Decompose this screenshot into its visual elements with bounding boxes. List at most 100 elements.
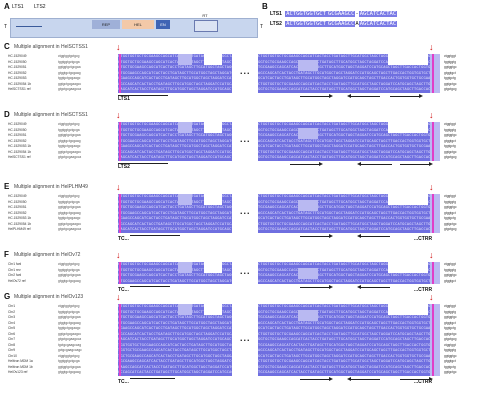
panel-g-hairpin-arrow: [347, 376, 380, 381]
alignment-sequence-line: CTGGTGGTGCTGCGAAGCCAGCATCACTACCTGATAGCTT…: [118, 194, 232, 198]
alignment-sequence-line: CTGGTGGTGCTGCGAAGCCAGCATCACTACCTGATAGCTT…: [118, 122, 232, 126]
rt-domain: [194, 20, 218, 32]
alignment-sequence-line: GGTGCTGCGAAGCCAGCATCACTACCTGATAGCTTGCATG…: [258, 267, 440, 272]
panel-d-row-name: HC.1529050: [8, 127, 27, 132]
panel-d-row-name: HC.1529051: [8, 133, 27, 137]
en-domain: EN: [156, 20, 170, 29]
panel-b-row1: LTS1 ACTGGTGGTGCT GCGAAGCC-AGCATCACTAC: [270, 11, 398, 17]
panel-c-gap-region: [388, 54, 428, 65]
panel-a-diagram: LTS1 LTS2 REP HEL EN RT T T: [4, 4, 263, 46]
panel-d-title: Multiple alignment in HelSCTSS1: [14, 112, 88, 118]
panel-e-partial-region: [430, 194, 440, 233]
alignment-sequence-line: TGGTGCTGCGAAGCCAGCATCACTACCTGATAGCTTGCAT…: [118, 348, 232, 352]
alignment-sequence-line: TGCGAAGCCAGCATCACTACCTGATAGCTTGCATGGCTAG…: [118, 359, 232, 363]
panel-c-ellipsis: ...: [240, 66, 251, 77]
rt-label: RT: [202, 13, 208, 18]
panel-g-hairpin-arrow: [400, 376, 433, 381]
alignment-sequence-line: GCATCACTACCTGATAGCTTGCATGGCTAGCTAGGATCCA…: [258, 353, 440, 358]
alignment-sequence-line: GTGGTGCTGCGAAGCCAGCATCACTACCTGATAGCTTGCA…: [118, 267, 232, 272]
panel-b-row2-seq3: AGCATCACTAC: [358, 21, 398, 27]
alignment-sequence-line: TGCGAAGCCAGCATCACTACCTGATAGCTTGCATGGCTAG…: [258, 273, 440, 277]
panel-f-row-left-seq: gtggtgctgcgaag: [58, 278, 81, 283]
panel-b-row2: LTS2 ACTGGTGGTGCT GCGAAGCCAAGCATCACTAC: [270, 21, 398, 27]
alignment-sequence-line: GTGCTGCGAAGCCAGCATCACTACCTGATAGCTTGCATGG…: [118, 205, 232, 209]
hel-domain: HEL: [122, 20, 154, 29]
panel-d-right-red-arrow: ↓: [429, 110, 434, 120]
panel-g-row-right-seq: gtgctgcg: [444, 337, 457, 341]
alignment-sequence-line: AGCCAGCATCACTACCTGATAGCTTGCATGGCTAGCTAGG…: [258, 320, 440, 325]
panel-f-underline-bar: [130, 286, 170, 287]
panel-e-row-right-seq: ctggtggt: [444, 194, 456, 198]
panel-e-left-marker-line: [119, 194, 121, 233]
panel-d-row-left-seq: ggtggtgctgcgaa: [58, 133, 81, 137]
alignment-sequence-line: GGTGCTGCGAAGCCAGCATCACTACCTGATAGCTTGCATG…: [258, 337, 440, 341]
panel-g-row-right-seq: ctggtggt: [444, 304, 456, 308]
panel-c-underline-label: LTS1: [118, 95, 130, 102]
alignment-sequence-line: AGCCAGCATCACTACCTGATAGCTTGCATGGCTAGCTAGG…: [258, 348, 440, 352]
panel-g-right-marker-line: [432, 304, 434, 376]
panel-g-row-right-seq: ggtggtgc: [444, 315, 457, 319]
alignment-sequence-line: GTGGTGCTGCGAAGCCAGCATCACTACCTGATAGCTTGCA…: [118, 309, 232, 314]
alignment-sequence-line: GCATCACTACCTGATAGCTTGCATGGCTAGCTAGGATCCA…: [258, 326, 440, 330]
panel-c-row-right-seq: ggtggtgc: [444, 65, 457, 69]
panel-e-partial-region: [178, 194, 192, 205]
panel-d-right-marker-line: [432, 122, 434, 161]
panel-d-row-right-seq: gtgctgcg: [444, 155, 457, 159]
alignment-sequence-line: GCCAGCATCACTACCTGATAGCTTGCATGGCTAGCTAGGA…: [118, 370, 232, 374]
panel-g-partial-region: [430, 304, 440, 376]
panel-c-row-name: HC.1529049: [8, 54, 27, 58]
panel-e-row-left-seq: gtgctgcgaagcca: [58, 227, 82, 231]
panel-c-row-right-seq: gtggtgct: [444, 70, 456, 75]
panel-g-row-left-seq: gctgcgaagccagc: [58, 348, 82, 352]
alignment-sequence-line: AGCCAGCATCACTACCTGATAGCTTGCATGGCTAGCTAGG…: [258, 278, 440, 283]
panel-c-hairpin-arrow: [390, 93, 423, 98]
alignment-sequence-line: CTGGTGGTGCTGCGAAGCCAGCATCACTACCTGATAGCTT…: [258, 194, 440, 198]
panel-e-row-name: HC.1529052: [8, 210, 27, 215]
alignment-sequence-line: GCATCACTACCTGATAGCTTGCATGGCTAGCTAGGATCCA…: [258, 144, 440, 148]
panel-d-hairpin-arrow: [290, 161, 323, 166]
panel-f-left-red-arrow: ↓: [116, 250, 121, 260]
alignment-sequence-line: CTGGTGGTGCTGCGAAGCCAGCATCACTACCTGATAGCTT…: [258, 304, 440, 308]
panel-d-gap-region: [204, 122, 222, 133]
alignment-sequence-line: GGTGCTGCGAAGCCAGCATCACTACCTGATAGCTTGCATG…: [258, 127, 440, 132]
panel-g-ellipsis: ...: [240, 332, 251, 343]
t-left-label: T: [4, 24, 8, 30]
panel-c-row-name: HC.1529051: [8, 65, 27, 69]
alignment-sequence-line: CGAAGCCAGCATCACTACCTGATAGCTTGCATGGCTAGCT…: [118, 326, 232, 330]
panel-f-hairpin-arrow: [300, 285, 333, 289]
panel-e-row-left-seq: tggtgctgcgaagc: [58, 216, 81, 220]
panel-g-gap-region: [388, 304, 428, 315]
alignment-sequence-line: CAGCATCACTACCTGATAGCTTGCATGGCTAGCTAGGATC…: [118, 337, 232, 341]
alignment-sequence-line: GTGCTGCGAAGCCAGCATCACTACCTGATAGCTTGCATGG…: [118, 273, 232, 277]
panel-g-left-red-arrow: ↓: [116, 292, 121, 302]
panel-d-row-left-seq: gtgctgcgaagcca: [58, 155, 82, 159]
panel-c-hairpin-arrow: [347, 93, 380, 98]
panel-c-row-left-seq: tggtggtgctgcga: [58, 59, 80, 64]
alignment-sequence-line: CTGCGAAGCCAGCATCACTACCTGATAGCTTGCATGGCTA…: [118, 70, 232, 75]
panel-g-row-name: Chr7: [8, 337, 16, 341]
alignment-sequence-line: CTGGTGGTGCTGCGAAGCCAGCATCACTACCTGATAGCTT…: [258, 331, 440, 336]
panel-f-row-name: Chr1 fwd: [8, 262, 22, 266]
panel-e-underline-bar: [130, 234, 180, 236]
panel-f-partial-region: [430, 262, 440, 284]
panel-g-row-left-seq: tggtggtgctgcga: [58, 309, 80, 314]
panel-f-gap-region: [388, 262, 428, 273]
panel-f-row-name: Chr1 rev: [8, 267, 21, 272]
panel-g-hairpin-arrow: [300, 376, 333, 381]
panel-g-row-left-seq: gtggtgctgcgaag: [58, 320, 81, 325]
alignment-sequence-line: CTGCGAAGCCAGCATCACTACCTGATAGCTTGCATGGCTA…: [118, 138, 232, 143]
alignment-sequence-line: GAAGCCAGCATCACTACCTGATAGCTTGCATGGCTAGCTA…: [118, 364, 232, 369]
alignment-sequence-line: GCATCACTACCTGATAGCTTGCATGGCTAGCTAGGATCCA…: [258, 216, 440, 220]
panel-c-row-name: HelSCTSS1 ref: [8, 87, 31, 91]
panel-b-row1-seq3: AGCATCACTAC: [358, 11, 398, 17]
panel-b-row1-name: LTS1: [270, 11, 282, 17]
panel-c-row-right-seq: ctggtggt: [444, 54, 456, 58]
panel-d-row-name: HC.1529053 1b: [8, 144, 32, 148]
panel-e-row-right-seq: gtggtgct: [444, 210, 456, 215]
panel-d-row-right-seq: gtggtgct: [444, 138, 456, 143]
alignment-sequence-line: GTGCTGCGAAGCCAGCATCACTACCTGATAGCTTGCATGG…: [118, 133, 232, 137]
alignment-sequence-line: CTGCGAAGCCAGCATCACTACCTGATAGCTTGCATGGCTA…: [118, 278, 232, 283]
alignment-sequence-line: TGCGAAGCCAGCATCACTACCTGATAGCTTGCATGGCTAG…: [258, 133, 440, 137]
panel-c-right-alignment-block: CTGGTGGTGCTGCGAAGCCAGCATCACTACCTGATAGCTT…: [258, 54, 440, 93]
alignment-sequence-line: AGCCAGCATCACTACCTGATAGCTTGCATGGCTAGCTAGG…: [258, 210, 440, 215]
